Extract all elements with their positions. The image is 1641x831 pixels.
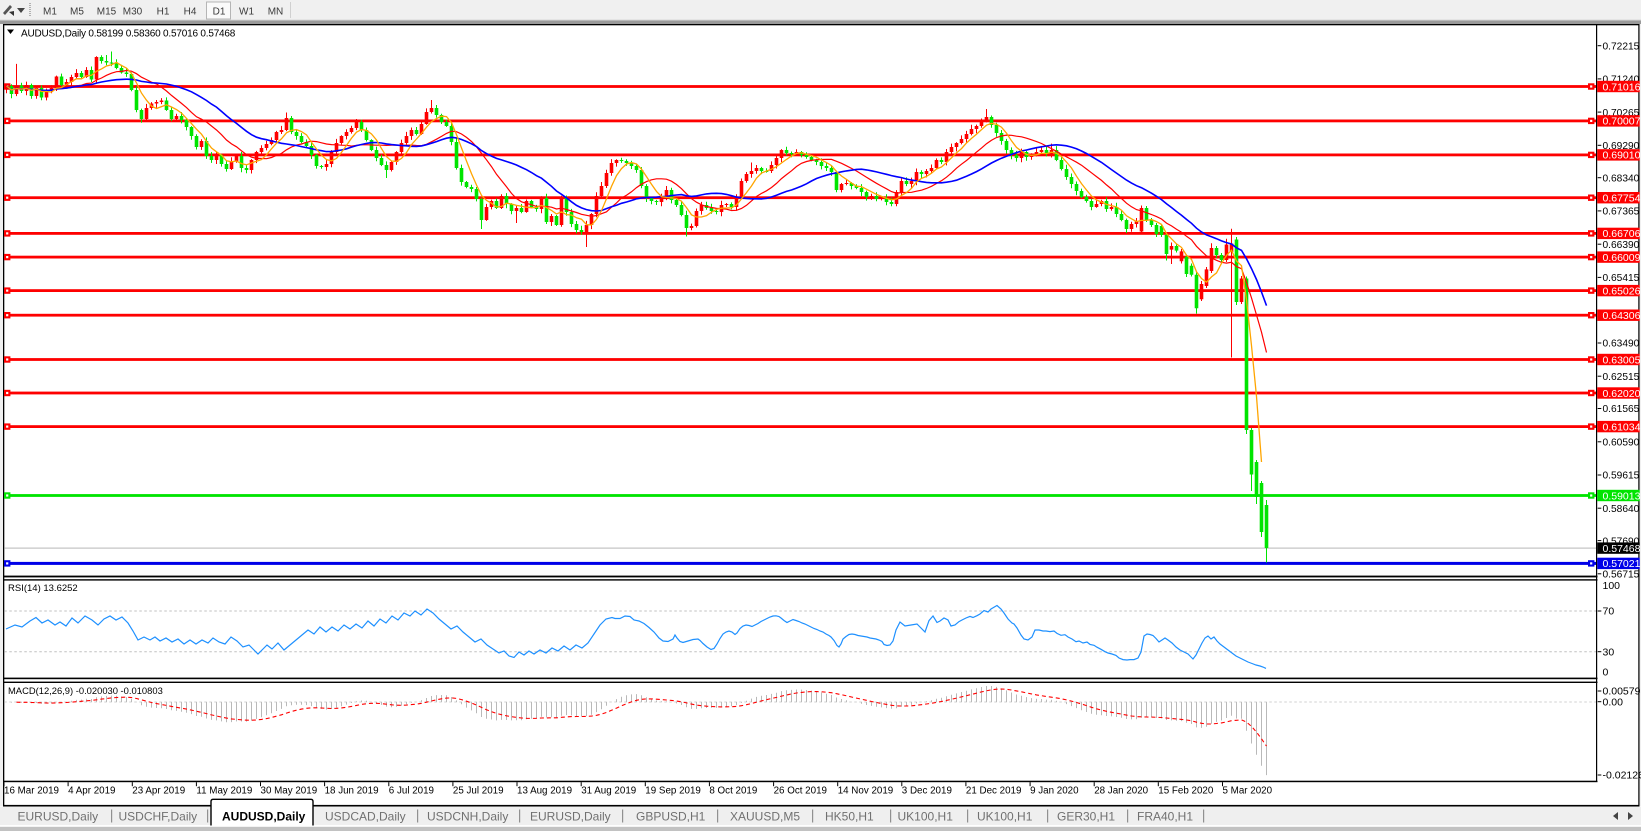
svg-text:0.57021: 0.57021 [1603,558,1641,570]
svg-text:9 Jan 2020: 9 Jan 2020 [1030,786,1079,797]
svg-text:D1: D1 [213,7,226,18]
svg-text:0.61034: 0.61034 [1603,421,1641,433]
svg-text:23 Apr 2019: 23 Apr 2019 [132,786,185,797]
svg-text:M5: M5 [70,7,84,18]
svg-text:FRA40,H1: FRA40,H1 [1137,810,1193,824]
svg-text:0.58640: 0.58640 [1603,504,1640,515]
svg-text:M1: M1 [43,7,57,18]
svg-text:0.57468: 0.57468 [1603,543,1641,555]
svg-text:USDCHF,Daily: USDCHF,Daily [119,810,198,824]
svg-text:GER30,H1: GER30,H1 [1057,810,1115,824]
svg-text:0.67365: 0.67365 [1603,207,1640,218]
svg-text:0.63005: 0.63005 [1603,354,1641,366]
svg-text:0.61565: 0.61565 [1603,404,1640,415]
svg-text:15 Feb 2020: 15 Feb 2020 [1158,786,1214,797]
svg-text:0.00: 0.00 [1603,696,1624,708]
svg-text:5 Mar 2020: 5 Mar 2020 [1223,786,1273,797]
svg-text:RSI(14) 13.6252: RSI(14) 13.6252 [8,583,78,594]
svg-text:0.57690: 0.57690 [1603,536,1640,547]
svg-text:EURUSD,Daily: EURUSD,Daily [530,810,611,824]
svg-text:MACD(12,26,9) -0.020030 -0.010: MACD(12,26,9) -0.020030 -0.010803 [8,685,163,696]
svg-text:0.59615: 0.59615 [1603,471,1640,482]
svg-text:0.68340: 0.68340 [1603,173,1640,184]
svg-text:30: 30 [1603,646,1615,658]
svg-text:21 Dec 2019: 21 Dec 2019 [966,786,1022,797]
svg-text:H4: H4 [184,7,197,18]
svg-text:MN: MN [268,7,284,18]
svg-text:18 Jun 2019: 18 Jun 2019 [325,786,379,797]
svg-text:AUDUSD,Daily 0.58199 0.58360: AUDUSD,Daily 0.58199 0.58360 0.57016 0.5… [21,29,236,40]
svg-text:0.66390: 0.66390 [1603,240,1640,251]
svg-text:0.005795: 0.005795 [1603,686,1641,698]
svg-text:8 Oct 2019: 8 Oct 2019 [709,786,757,797]
svg-text:UK100,H1: UK100,H1 [977,810,1033,824]
svg-text:0.62020: 0.62020 [1603,388,1641,400]
svg-text:AUDUSD,Daily: AUDUSD,Daily [222,810,306,824]
svg-text:HK50,H1: HK50,H1 [825,810,874,824]
svg-text:11 May 2019: 11 May 2019 [196,786,252,797]
svg-text:0.66706: 0.66706 [1603,228,1641,240]
svg-text:0.66009: 0.66009 [1603,252,1641,264]
svg-text:GBPUSD,H1: GBPUSD,H1 [636,810,706,824]
svg-text:USDCAD,Daily: USDCAD,Daily [325,810,406,824]
svg-text:14 Nov 2019: 14 Nov 2019 [838,786,894,797]
svg-text:0.69010: 0.69010 [1603,150,1641,162]
svg-text:0.62515: 0.62515 [1603,372,1640,383]
svg-text:0.70007: 0.70007 [1603,116,1641,128]
svg-text:16 Mar 2019: 16 Mar 2019 [4,786,59,797]
svg-text:0: 0 [1603,667,1609,679]
svg-text:0.69290: 0.69290 [1603,141,1640,152]
svg-text:100: 100 [1603,580,1621,592]
svg-text:0.65026: 0.65026 [1603,285,1641,297]
svg-text:19 Sep 2019: 19 Sep 2019 [645,786,701,797]
svg-text:4 Apr 2019: 4 Apr 2019 [68,786,115,797]
svg-text:0.70265: 0.70265 [1603,108,1640,119]
svg-text:0.60590: 0.60590 [1603,438,1640,449]
svg-text:3 Dec 2019: 3 Dec 2019 [902,786,952,797]
svg-text:26 Oct 2019: 26 Oct 2019 [774,786,827,797]
svg-text:0.63490: 0.63490 [1603,339,1640,350]
svg-text:USDCNH,Daily: USDCNH,Daily [427,810,508,824]
svg-text:0.67754: 0.67754 [1603,193,1641,205]
svg-text:0.56715: 0.56715 [1603,570,1640,581]
svg-text:M30: M30 [123,7,143,18]
svg-text:0.59013: 0.59013 [1603,490,1641,502]
svg-text:EURUSD,Daily: EURUSD,Daily [18,810,99,824]
svg-text:0.64306: 0.64306 [1603,310,1641,322]
svg-text:M15: M15 [97,7,117,18]
svg-text:0.71240: 0.71240 [1603,75,1640,86]
svg-text:25 Jul 2019: 25 Jul 2019 [453,786,504,797]
svg-text:-0.02126: -0.02126 [1603,770,1641,782]
svg-text:0.72215: 0.72215 [1603,41,1640,52]
svg-text:0.65415: 0.65415 [1603,273,1640,284]
svg-text:H1: H1 [157,7,170,18]
svg-text:70: 70 [1603,606,1615,618]
svg-text:13 Aug 2019: 13 Aug 2019 [517,786,572,797]
svg-text:31 Aug 2019: 31 Aug 2019 [581,786,636,797]
svg-text:XAUUSD,M5: XAUUSD,M5 [730,810,800,824]
svg-text:6 Jul 2019: 6 Jul 2019 [389,786,434,797]
svg-text:30 May 2019: 30 May 2019 [261,786,318,797]
svg-text:28 Jan 2020: 28 Jan 2020 [1094,786,1148,797]
svg-text:0.71016: 0.71016 [1603,81,1641,93]
svg-text:UK100,H1: UK100,H1 [898,810,954,824]
svg-text:W1: W1 [239,7,254,18]
